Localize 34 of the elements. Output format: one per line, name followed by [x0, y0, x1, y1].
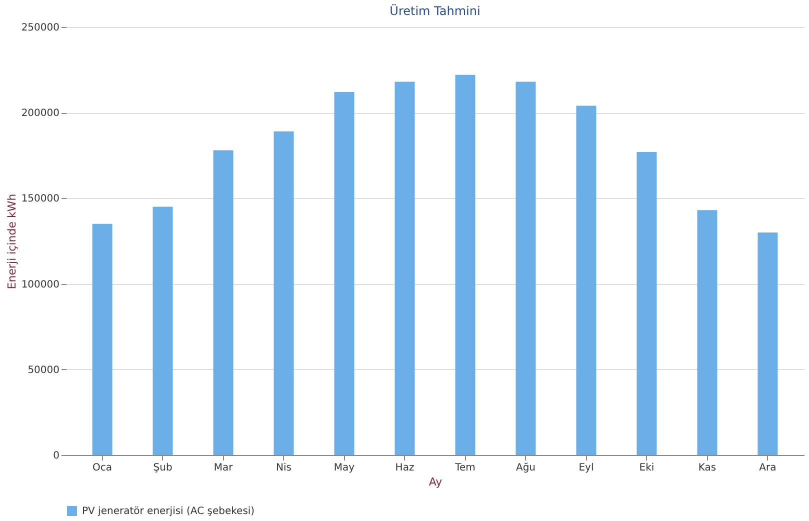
legend-label: PV jeneratör enerjisi (AC şebekesi) [82, 506, 255, 517]
x-tick-label: Şub [153, 462, 172, 474]
bar [274, 131, 294, 455]
y-axis-title: Enerji içinde kWh [5, 194, 18, 290]
x-tick-label: Mar [214, 462, 234, 474]
y-tick-label: 0 [53, 450, 60, 462]
y-tick-label: 200000 [21, 108, 60, 120]
x-tick-label: Kas [698, 462, 716, 474]
x-tick-label: Tem [454, 462, 476, 474]
x-tick-label: Eyl [578, 462, 594, 474]
bar [152, 206, 173, 455]
x-tick-label: Haz [395, 462, 414, 474]
chart-title: Üretim Tahmini [390, 4, 480, 18]
y-tick-label: 250000 [21, 22, 60, 34]
y-tick-label: 100000 [21, 279, 60, 290]
x-tick-label: May [334, 462, 355, 474]
bar [213, 150, 234, 455]
x-tick-label: Ara [759, 462, 776, 474]
bar [455, 74, 476, 455]
x-axis-title: Ay [428, 476, 443, 488]
x-tick-label: Oca [92, 462, 112, 474]
bar [516, 82, 536, 455]
bar [334, 92, 354, 455]
bar [92, 224, 112, 455]
bar [758, 232, 778, 455]
x-tick-label: Nis [276, 462, 292, 474]
bar [394, 82, 415, 455]
y-tick-label: 150000 [21, 194, 60, 205]
bar [697, 210, 718, 455]
y-tick-label: 50000 [28, 364, 60, 376]
bar [576, 106, 596, 455]
x-tick-label: Ağu [516, 462, 536, 474]
x-tick-label: Eki [639, 462, 654, 474]
bar [636, 152, 657, 455]
